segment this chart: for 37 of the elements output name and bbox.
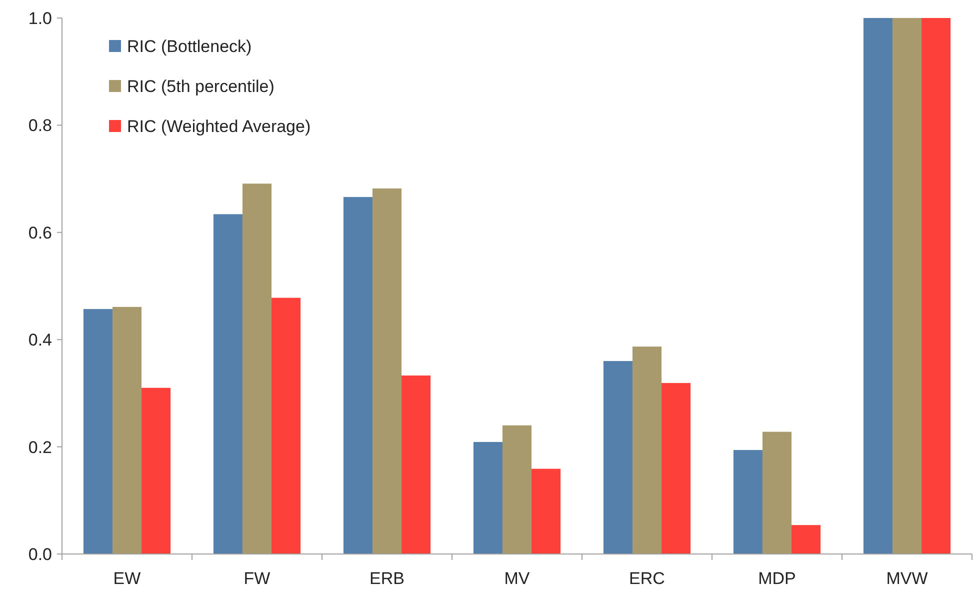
bar (402, 376, 431, 554)
bar (532, 468, 561, 554)
y-tick-label: 0.0 (28, 544, 52, 564)
x-tick-label: EW (113, 569, 141, 588)
bar (502, 425, 532, 554)
bar (922, 18, 951, 554)
bar (603, 361, 632, 554)
legend-label: RIC (5th percentile) (127, 76, 274, 96)
x-tick-label: MVW (886, 569, 928, 588)
bar (112, 306, 142, 554)
bar (213, 214, 242, 554)
y-tick-label: 0.6 (28, 223, 52, 242)
bar (762, 432, 792, 554)
bar (272, 298, 301, 554)
bar (863, 18, 892, 554)
bar (792, 525, 821, 554)
bar (83, 309, 112, 554)
legend-label: RIC (Bottleneck) (127, 36, 252, 56)
bar (632, 346, 662, 554)
bar (892, 18, 922, 554)
bar (372, 188, 402, 554)
legend-label: RIC (Weighted Average) (127, 116, 311, 136)
y-tick-label: 0.8 (28, 116, 52, 136)
x-tick-label: MDP (758, 569, 796, 588)
y-tick-label: 1.0 (28, 8, 52, 28)
x-tick-label: MV (504, 569, 530, 588)
y-tick-label: 0.4 (28, 330, 52, 350)
bar (662, 383, 691, 554)
bar (733, 450, 762, 554)
x-tick-label: FW (244, 569, 270, 588)
bar (343, 197, 372, 554)
bar (142, 388, 171, 554)
bar (242, 184, 272, 554)
x-tick-label: ERC (629, 569, 665, 588)
y-tick-label: 0.2 (28, 438, 52, 457)
bar (473, 442, 502, 554)
x-tick-label: ERB (370, 569, 404, 588)
